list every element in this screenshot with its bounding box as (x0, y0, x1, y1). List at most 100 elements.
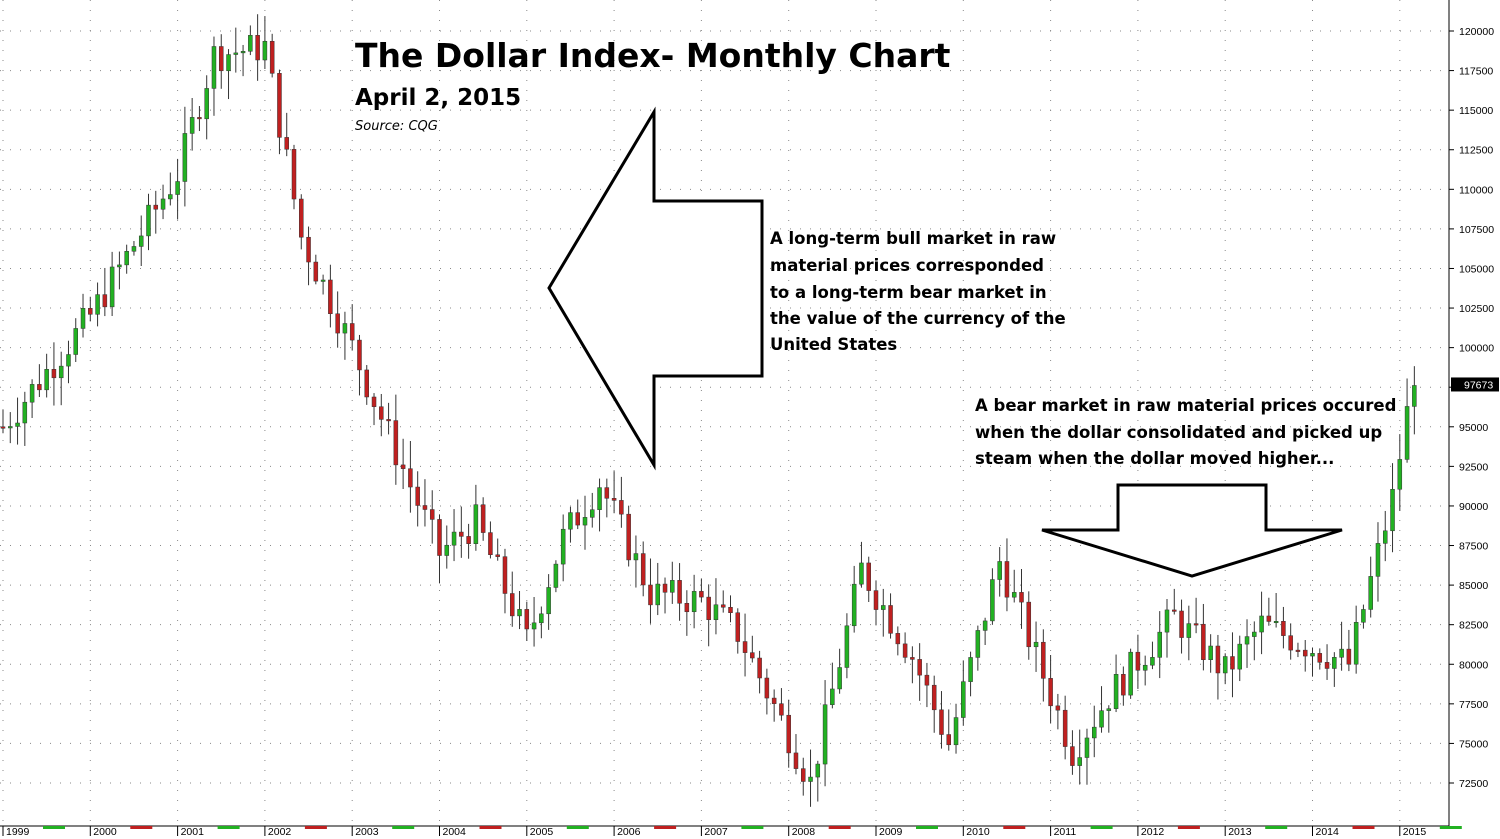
candle-up (1237, 643, 1243, 670)
y-tick-label: 77500 (1459, 699, 1488, 711)
candle-up (568, 512, 573, 530)
candle-down (37, 384, 42, 391)
left-arrow-shape (547, 106, 764, 471)
candle-down (742, 641, 748, 653)
candle-up (1157, 631, 1162, 658)
candle-down (677, 580, 682, 604)
candle-up (8, 426, 13, 429)
candle-up (73, 328, 79, 355)
x-tick-label: 2007 (704, 826, 728, 838)
chart-subtitle: April 2, 2015 (355, 85, 521, 111)
candle-up (1339, 648, 1344, 658)
candle-down (357, 339, 362, 371)
candle-up (851, 583, 857, 627)
candle-down (873, 590, 879, 610)
candle-down (102, 294, 108, 308)
last-price-box (1451, 377, 1499, 392)
axis-strip-mark (304, 826, 327, 829)
candle-up (881, 605, 886, 610)
candle-up (80, 308, 86, 329)
candle-down (910, 657, 915, 660)
candle-down (379, 406, 384, 420)
x-tick-label: 2006 (617, 826, 641, 838)
candle-up (830, 688, 835, 705)
candle-up (1244, 636, 1250, 645)
chart-source: Source: CQG (355, 119, 438, 134)
candle-up (1208, 645, 1213, 660)
candle-down (1346, 648, 1352, 665)
annotation-left-line: A long-term bull market in raw (770, 229, 1056, 248)
candle-down (699, 591, 704, 598)
y-tick-label: 117500 (1459, 66, 1493, 78)
candle-up (160, 198, 166, 210)
candle-up (859, 562, 864, 585)
candle-up (1397, 459, 1403, 490)
candle-up (1186, 623, 1192, 638)
annotation-left: A long-term bull market in raw material … (770, 229, 1066, 354)
y-tick-label: 85000 (1459, 580, 1488, 592)
candle-down (459, 531, 464, 537)
candle-down (924, 674, 930, 686)
candle-down (684, 603, 690, 613)
candle-down (386, 419, 391, 422)
candle-up (1390, 489, 1395, 532)
candle-down (1041, 641, 1046, 679)
y-tick-label: 100000 (1459, 343, 1494, 355)
candle-up (451, 531, 457, 546)
candle-down (662, 583, 668, 593)
candle-up (982, 620, 988, 631)
axis-strip-mark (566, 826, 589, 829)
candle-up (1412, 385, 1417, 407)
annotation-left-line: the value of the currency of the (770, 309, 1066, 328)
axis-strip-mark (217, 826, 240, 829)
candle-down (931, 684, 937, 711)
candle-up (109, 266, 115, 308)
candle-up (473, 504, 479, 544)
candle-up (204, 88, 209, 120)
candle-down (1288, 635, 1293, 651)
candle-up (29, 384, 35, 403)
axis-strip-mark (43, 826, 65, 829)
candle-up (117, 264, 122, 268)
candle-up (1128, 651, 1133, 696)
candle-down (1317, 653, 1323, 663)
candle-up (1150, 657, 1155, 666)
y-tick-label: 102500 (1459, 303, 1494, 315)
candle-down (437, 519, 442, 556)
y-tick-label: 92500 (1459, 461, 1488, 473)
y-tick-label: 72500 (1459, 778, 1488, 790)
candle-up (590, 509, 595, 518)
x-tick-label: 2010 (966, 826, 990, 838)
candle-down (648, 584, 653, 606)
candle-down (1019, 592, 1024, 603)
x-tick-label: 2009 (879, 826, 903, 838)
candle-up (168, 194, 173, 200)
candle-down (1266, 615, 1272, 622)
candle-up (531, 622, 537, 630)
candle-up (248, 35, 253, 52)
candle-down (786, 714, 791, 754)
candle-up (1252, 631, 1257, 637)
candle-up (553, 563, 559, 588)
candle-down (917, 659, 922, 676)
y-tick-label: 120000 (1459, 26, 1494, 38)
candle-down (1026, 601, 1032, 648)
candle-down (495, 554, 500, 557)
candle-up (597, 487, 602, 510)
x-tick-label: 2001 (181, 826, 205, 838)
candle-down (720, 604, 726, 608)
candle-down (1070, 746, 1075, 766)
candle-down (895, 633, 901, 645)
candle-up (1091, 726, 1097, 739)
candle-down (218, 46, 224, 72)
candle-down (502, 556, 508, 594)
candle-up (822, 704, 828, 765)
candle-up (953, 717, 959, 746)
candle-down (269, 40, 275, 74)
x-tick-labels: 1999 2000 2001 2002 2003 2004 2005 2006 2007 2008… (2, 826, 1462, 838)
candle-up (240, 51, 246, 54)
candle-up (1259, 615, 1264, 633)
candle-down (328, 279, 333, 315)
x-tick-label: 2003 (355, 826, 379, 838)
candle-down (488, 532, 493, 555)
